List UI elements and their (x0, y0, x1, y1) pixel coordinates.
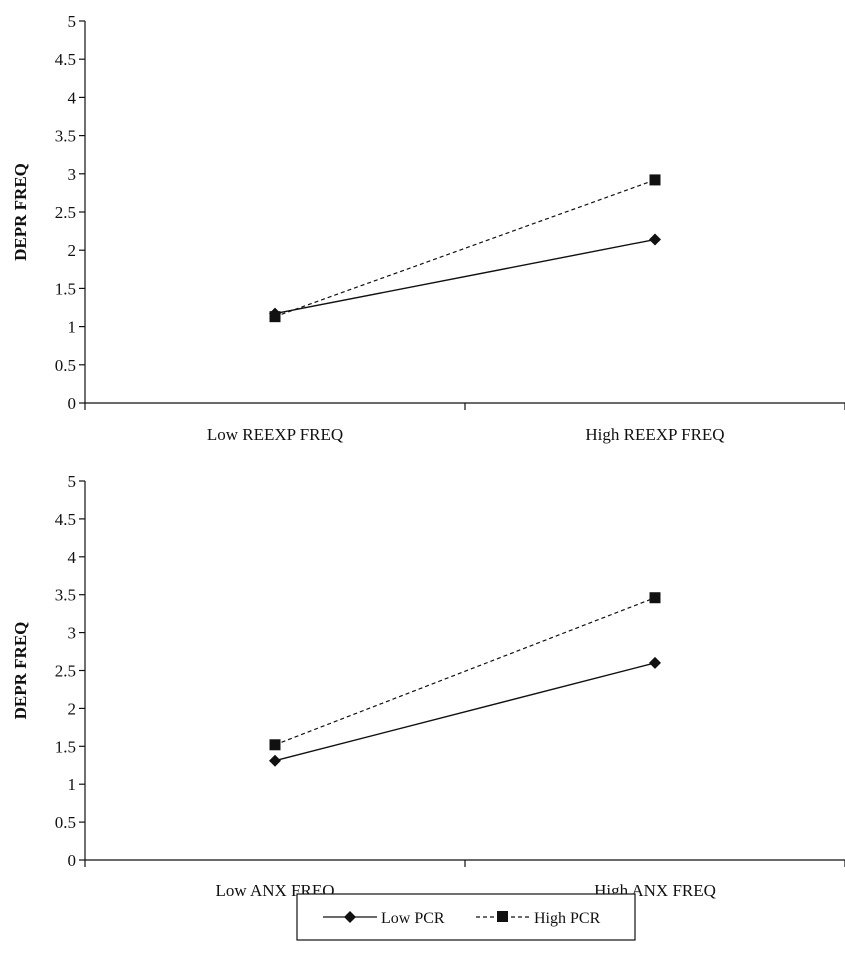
y-tick-label: 3.5 (55, 127, 76, 146)
data-point-high-pcr (649, 592, 661, 604)
y-axis-title: DEPR FREQ (11, 622, 30, 720)
y-tick-label: 4 (68, 548, 77, 567)
y-tick-label: 4.5 (55, 510, 76, 529)
y-tick-label: 0.5 (55, 813, 76, 832)
y-tick-label: 5 (68, 12, 77, 31)
y-tick-label: 1.5 (55, 279, 76, 298)
series-line-high-pcr (274, 179, 656, 318)
y-tick-label: 0 (68, 394, 77, 413)
y-tick-label: 3 (68, 165, 77, 184)
y-tick-label: 0.5 (55, 356, 76, 375)
y-tick-label: 5 (68, 472, 77, 491)
legend-label-high-pcr: High PCR (534, 910, 601, 927)
x-tick-label: Low REEXP FREQ (207, 425, 343, 444)
legend-marker-high-pcr (497, 911, 508, 922)
data-point-high-pcr (649, 174, 661, 186)
top-chart: 0 0.5 1 1.5 2 2.5 3 3.5 4 4.5 5 Low REEXP FREQ High … (11, 12, 845, 444)
legend: Low PCR High PCR (296, 893, 636, 941)
y-axis-title: DEPR FREQ (11, 163, 30, 261)
y-tick-label: 2.5 (55, 662, 76, 681)
data-point-high-pcr (269, 739, 281, 751)
y-tick-label: 3.5 (55, 586, 76, 605)
y-tick-label: 2.5 (55, 203, 76, 222)
x-tick-label: High REEXP FREQ (585, 425, 724, 444)
y-tick-label: 1.5 (55, 737, 76, 756)
data-point-low-pcr (269, 754, 281, 767)
data-point-low-pcr (649, 656, 661, 669)
legend-marker-low-pcr (344, 911, 356, 923)
legend-label-low-pcr: Low PCR (381, 910, 445, 927)
series-line-high-pcr (274, 597, 656, 746)
y-tick-label: 1 (68, 775, 77, 794)
y-tick-label: 2 (68, 241, 77, 260)
y-tick-label: 4.5 (55, 50, 76, 69)
y-tick-label: 1 (68, 318, 77, 337)
series-line-low-pcr (274, 238, 656, 315)
y-tick-label: 2 (68, 699, 77, 718)
y-tick-label: 3 (68, 624, 77, 643)
data-point-low-pcr (649, 233, 661, 246)
data-point-high-pcr (269, 311, 281, 323)
series-line-low-pcr (274, 662, 656, 762)
y-tick-label: 4 (68, 88, 77, 107)
y-tick-label: 0 (68, 851, 77, 870)
